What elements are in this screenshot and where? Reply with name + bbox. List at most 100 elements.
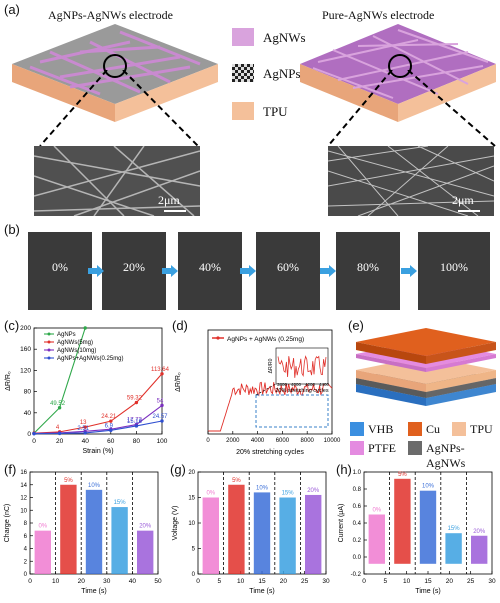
d-xlabel: 20% stretching cycles <box>236 449 304 456</box>
c-point <box>109 428 113 433</box>
sem-image-left: 2μm <box>34 146 200 216</box>
d-xtick-label: 10000 <box>324 438 341 444</box>
g-xtick-label: 0 <box>196 578 200 585</box>
current-chart: 0 5 10 15 20 25 30 -0.2 0.0 0.2 0.4 0.6 0.8 1.0 Time (… <box>338 470 496 595</box>
c-xlabel: Strain (%) <box>82 448 113 455</box>
legend-ptfe-label: PTFE <box>368 441 397 455</box>
c-series-line <box>33 373 163 434</box>
c-point <box>83 431 87 435</box>
c-xtick-label: 20 <box>56 438 64 445</box>
f-ylabel: Charge (nC) <box>4 504 11 543</box>
g-xlabel: Time (s) <box>249 588 274 595</box>
c-ytick-label: 0 <box>27 431 31 438</box>
legend-agnps-label: AgNPs <box>263 66 301 81</box>
c-ytick-label: 80 <box>24 389 32 396</box>
g-bar <box>305 494 322 574</box>
c-data-label: 49.52 <box>50 401 66 407</box>
legend-tpu-e-label: TPU <box>470 422 493 436</box>
c-xtick-label: 0 <box>32 438 36 445</box>
c-legend-marker <box>47 332 51 336</box>
panel-e-label: (e) <box>348 318 364 333</box>
h-bar-label: 5% <box>398 472 407 478</box>
legend-cu-swatch <box>408 422 422 436</box>
c-legend-label: AgNPs <box>57 332 76 338</box>
right-electrode-illustration <box>300 24 496 122</box>
g-bar <box>202 497 219 574</box>
arrow-icon <box>320 265 336 277</box>
stretch-frame-60: 60% <box>256 232 320 310</box>
d-xtick-label: 0 <box>206 438 210 444</box>
f-bar <box>60 484 77 574</box>
h-xtick-label: 30 <box>488 578 496 585</box>
g-bar-label: 20% <box>307 488 320 494</box>
legend-cu-label: Cu <box>426 422 441 436</box>
d-inset-xlabel: 20% stretching cycles <box>275 388 328 394</box>
h-ylabel: Current (μA) <box>338 504 345 543</box>
c-data-label: 59.32 <box>127 396 143 402</box>
h-xlabel: Time (s) <box>415 588 440 595</box>
f-bar <box>137 530 154 574</box>
h-xtick-label: 20 <box>446 578 454 585</box>
d-inset-xtick-label: 4200 <box>305 382 316 387</box>
legend-tpu-label: TPU <box>263 104 288 119</box>
stretch-frame-80: 80% <box>336 232 400 310</box>
left-electrode-title: AgNPs-AgNWs electrode <box>48 8 173 22</box>
c-point <box>57 406 62 410</box>
f-ytick-label: 0 <box>24 572 28 578</box>
legend-agnps-agnws-swatch <box>408 441 422 455</box>
c-data-label: 54 <box>157 398 164 404</box>
charge-chart: 0 10 20 30 40 50 0 2 4 6 8 10 12 14 16 Time (s) Charge (… <box>4 470 162 595</box>
d-inset-xtick-label: 4000 <box>291 382 302 387</box>
c-xtick-label: 100 <box>157 438 168 445</box>
f-ytick-label: 12 <box>20 496 27 502</box>
legend-vhb-label: VHB <box>368 422 394 436</box>
f-bar-label: 5% <box>64 478 73 484</box>
c-ytick-label: 40 <box>24 410 32 417</box>
g-xtick-label: 10 <box>237 578 245 585</box>
c-xtick-label: 60 <box>107 438 115 445</box>
h-xtick-label: 10 <box>403 578 411 585</box>
f-ytick-label: 14 <box>20 483 27 489</box>
stretch-frame-40: 40% <box>178 232 242 310</box>
c-data-label: 6.9 <box>105 423 114 429</box>
g-ytick-label: 15 <box>188 496 195 502</box>
c-plot-area <box>33 327 163 435</box>
panel-b-label: (b) <box>4 222 20 237</box>
d-xtick-label: 2000 <box>226 438 240 444</box>
legend-agnps-agnws-label: AgNPs-AgNWs <box>426 441 466 470</box>
c-data-label: 13 <box>80 420 87 426</box>
f-xtick-label: 20 <box>78 578 86 585</box>
c-point <box>109 419 113 423</box>
c-ytick-label: 160 <box>20 346 31 353</box>
c-data-label: 15.16 <box>127 419 143 425</box>
legend-d-text: AgNPs + AgNWs (0.25mg) <box>227 336 304 343</box>
c-ytick-label: 200 <box>20 325 31 332</box>
g-bar-label: 5% <box>232 478 241 484</box>
cycling-stability-chart: AgNPs + AgNWs (0.25mg) ΔR/R₀ 20% stretch… <box>175 329 341 456</box>
c-data-label: 24.21 <box>101 414 117 420</box>
f-bar <box>111 507 128 574</box>
f-bar <box>85 489 103 574</box>
f-bar <box>34 530 51 574</box>
g-xtick-label: 15 <box>258 578 266 585</box>
h-ytick-label: 0.0 <box>353 555 362 561</box>
strain-response-chart: 0 20 40 60 80 100 0 40 80 120 160 200 Strain (%) ΔR/R… <box>5 325 170 455</box>
c-point <box>160 372 164 376</box>
g-ytick-label: 0 <box>192 572 196 578</box>
c-point <box>134 424 139 428</box>
d-xtick-label: 4000 <box>251 438 265 444</box>
c-point <box>32 432 36 436</box>
c-ytick-label: 120 <box>20 367 31 374</box>
zoom-lines <box>39 70 496 147</box>
c-point <box>160 419 164 423</box>
c-point <box>134 400 139 405</box>
stretch-frame-100: 100% <box>418 232 490 310</box>
d-xtick-label: 8000 <box>301 438 315 444</box>
f-xtick-label: 40 <box>129 578 137 585</box>
g-bar <box>279 497 296 574</box>
panel-c-label: (c) <box>4 318 20 333</box>
sem-image-right: 2μm <box>328 146 494 216</box>
stretch-frame-20: 20% <box>102 232 166 310</box>
f-ytick-label: 8 <box>24 521 28 527</box>
right-electrode-title: Pure-AgNWs electrode <box>322 8 435 22</box>
